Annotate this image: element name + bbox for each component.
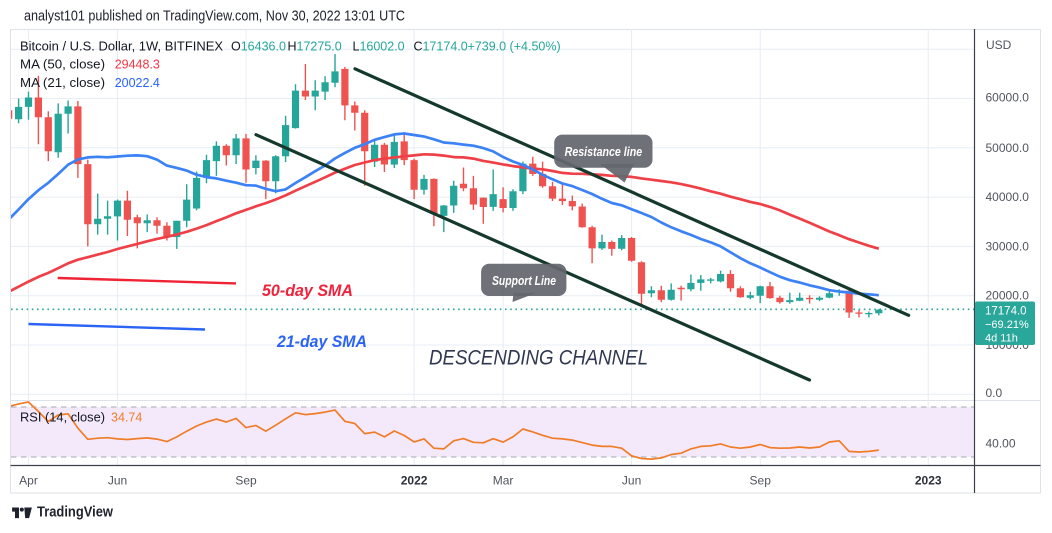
svg-text:40.00: 40.00 <box>986 436 1016 450</box>
svg-text:DESCENDING CHANNEL: DESCENDING CHANNEL <box>429 347 648 370</box>
svg-text:50-day SMA: 50-day SMA <box>262 282 353 300</box>
svg-text:MA (50, close): MA (50, close) <box>20 58 105 72</box>
svg-text:60000.0: 60000.0 <box>986 91 1030 105</box>
svg-text:−69.21%: −69.21% <box>985 319 1029 331</box>
svg-text:RSI (14, close): RSI (14, close) <box>20 411 105 425</box>
svg-text:Resistance line: Resistance line <box>565 145 643 159</box>
svg-text:O16436.0: O16436.0 <box>231 40 286 54</box>
svg-text:20000.0: 20000.0 <box>986 289 1030 303</box>
svg-text:H17275.0: H17275.0 <box>288 40 342 54</box>
svg-text:Bitcoin / U.S. Dollar, 1W, BIT: Bitcoin / U.S. Dollar, 1W, BITFINEX <box>20 40 224 54</box>
svg-text:Mar: Mar <box>493 474 514 488</box>
svg-text:Sep: Sep <box>235 474 257 488</box>
svg-text:analyst101 published on Tradin: analyst101 published on TradingView.com,… <box>24 8 405 25</box>
svg-text:Support Line: Support Line <box>492 274 556 288</box>
svg-text:Apr: Apr <box>19 474 38 488</box>
svg-text:2023: 2023 <box>915 474 942 488</box>
svg-text:+739.0 (+4.50%): +739.0 (+4.50%) <box>468 40 561 54</box>
svg-text:4d 11h: 4d 11h <box>985 333 1018 345</box>
svg-text:2022: 2022 <box>401 474 428 488</box>
svg-text:L16002.0: L16002.0 <box>353 40 405 54</box>
svg-text:20022.4: 20022.4 <box>115 76 160 90</box>
svg-text:Sep: Sep <box>750 474 772 488</box>
svg-text:0.0: 0.0 <box>986 386 1003 400</box>
svg-text:17174.0: 17174.0 <box>985 306 1027 318</box>
svg-text:21-day SMA: 21-day SMA <box>276 333 367 351</box>
svg-text:Jun: Jun <box>622 474 641 488</box>
svg-text:29448.3: 29448.3 <box>115 58 160 72</box>
svg-text:34.74: 34.74 <box>111 411 142 425</box>
svg-text:C17174.0: C17174.0 <box>414 40 468 54</box>
svg-text:USD: USD <box>986 38 1012 52</box>
svg-text:MA (21, close): MA (21, close) <box>20 76 105 90</box>
svg-text:Jun: Jun <box>108 474 127 488</box>
svg-text:30000.0: 30000.0 <box>986 239 1030 253</box>
svg-text:50000.0: 50000.0 <box>986 141 1030 155</box>
svg-text:40000.0: 40000.0 <box>986 190 1030 204</box>
svg-text:TradingView: TradingView <box>37 505 114 521</box>
